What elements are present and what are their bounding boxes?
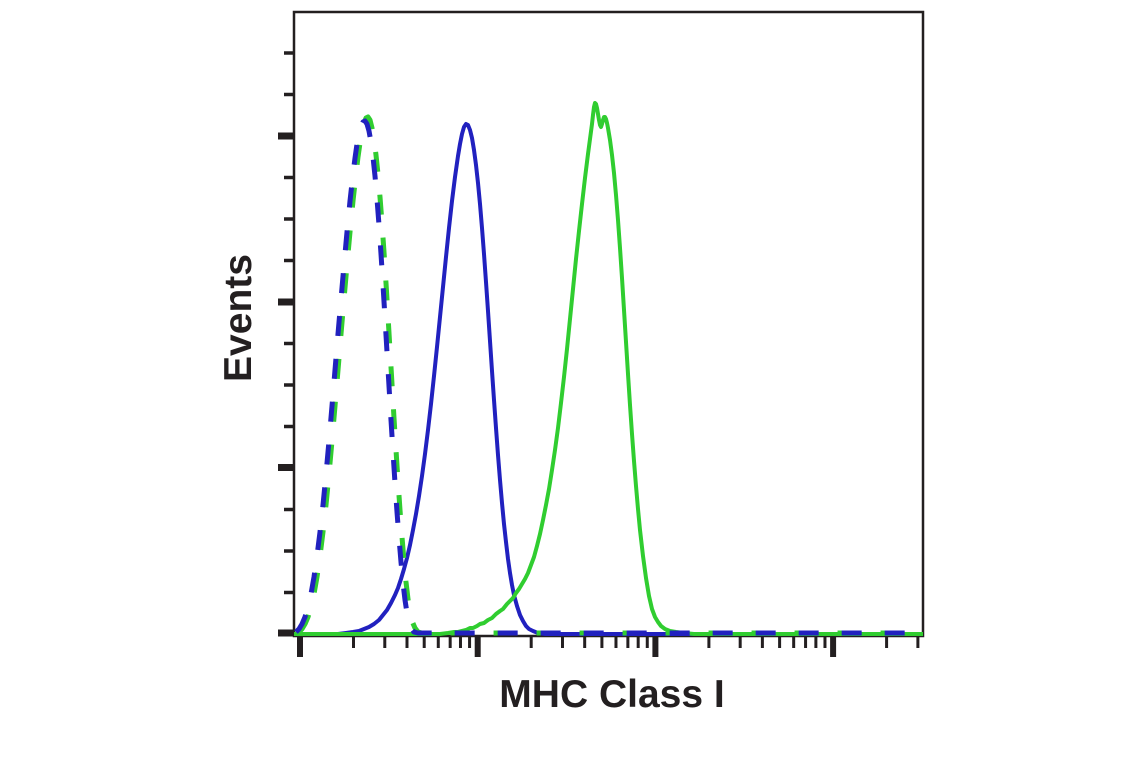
curve-blue-solid [294, 122, 923, 636]
curve-blue-dashed [294, 118, 921, 636]
curve-green-solid [294, 101, 923, 636]
y-axis-label: Events [217, 254, 260, 382]
curve-green-dashed [297, 114, 921, 636]
x-axis-label: MHC Class I [499, 673, 725, 716]
